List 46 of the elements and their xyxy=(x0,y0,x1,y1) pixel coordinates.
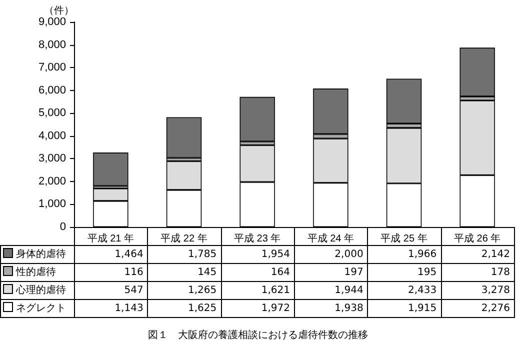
data-label: 145 xyxy=(148,264,222,282)
data-label: 164 xyxy=(221,264,294,282)
data-label: 1,464 xyxy=(74,246,148,264)
data-label: 1,944 xyxy=(294,282,368,300)
x-tick-label: 平成 24 年 xyxy=(307,232,354,244)
data-label: 1,621 xyxy=(221,282,294,300)
y-tick-label: 4,000 xyxy=(38,130,66,142)
legend-label: 身体的虐待 xyxy=(0,246,74,264)
data-label: 2,433 xyxy=(368,282,442,300)
legend-label: 性的虐待 xyxy=(0,264,74,282)
data-label: 1,265 xyxy=(148,282,222,300)
text: 図１ 大阪府の養護相談における虐待件数の推移 xyxy=(0,330,516,342)
y-tick-label: 6,000 xyxy=(38,84,66,96)
data-label: 1,143 xyxy=(74,300,148,318)
data-label: 1,954 xyxy=(221,246,294,264)
data-label: 2,276 xyxy=(441,300,514,318)
y-tick-label: 7,000 xyxy=(38,62,66,74)
data-label: 197 xyxy=(294,264,368,282)
y-tick-label: 2,000 xyxy=(38,175,66,188)
y-axis-title: （件） xyxy=(44,6,74,16)
data-label: 1,785 xyxy=(148,246,222,264)
data-label: 3,278 xyxy=(441,282,514,300)
x-tick-label: 平成 25 年 xyxy=(380,232,428,244)
y-tick-label: 8,000 xyxy=(38,38,66,51)
data-label: 2,000 xyxy=(294,246,368,264)
y-tick-label: 0 xyxy=(60,221,66,233)
x-tick-label: 平成 22 年 xyxy=(160,232,208,244)
legend-label: ネグレクト xyxy=(0,300,74,318)
data-label: 178 xyxy=(441,264,514,282)
data-label: 1,938 xyxy=(294,300,368,318)
x-tick-label: 平成 26 年 xyxy=(454,232,501,244)
data-label: 1,915 xyxy=(368,300,442,318)
y-tick-label: 9,000 xyxy=(38,16,66,28)
data-label: 1,972 xyxy=(221,300,294,318)
data-label: 2,142 xyxy=(441,246,514,264)
data-label: 116 xyxy=(74,264,148,282)
y-tick-label: 5,000 xyxy=(38,107,66,120)
y-tick-label: 1,000 xyxy=(38,198,66,210)
data-label: 1,966 xyxy=(368,246,442,264)
legend-label: 心理的虐待 xyxy=(0,282,74,300)
x-tick-label: 平成 23 年 xyxy=(234,232,281,244)
data-label: 547 xyxy=(74,282,148,300)
x-tick-label: 平成 21 年 xyxy=(87,232,134,244)
data-label: 1,625 xyxy=(148,300,222,318)
y-tick-label: 3,000 xyxy=(38,152,66,165)
data-label: 195 xyxy=(368,264,442,282)
